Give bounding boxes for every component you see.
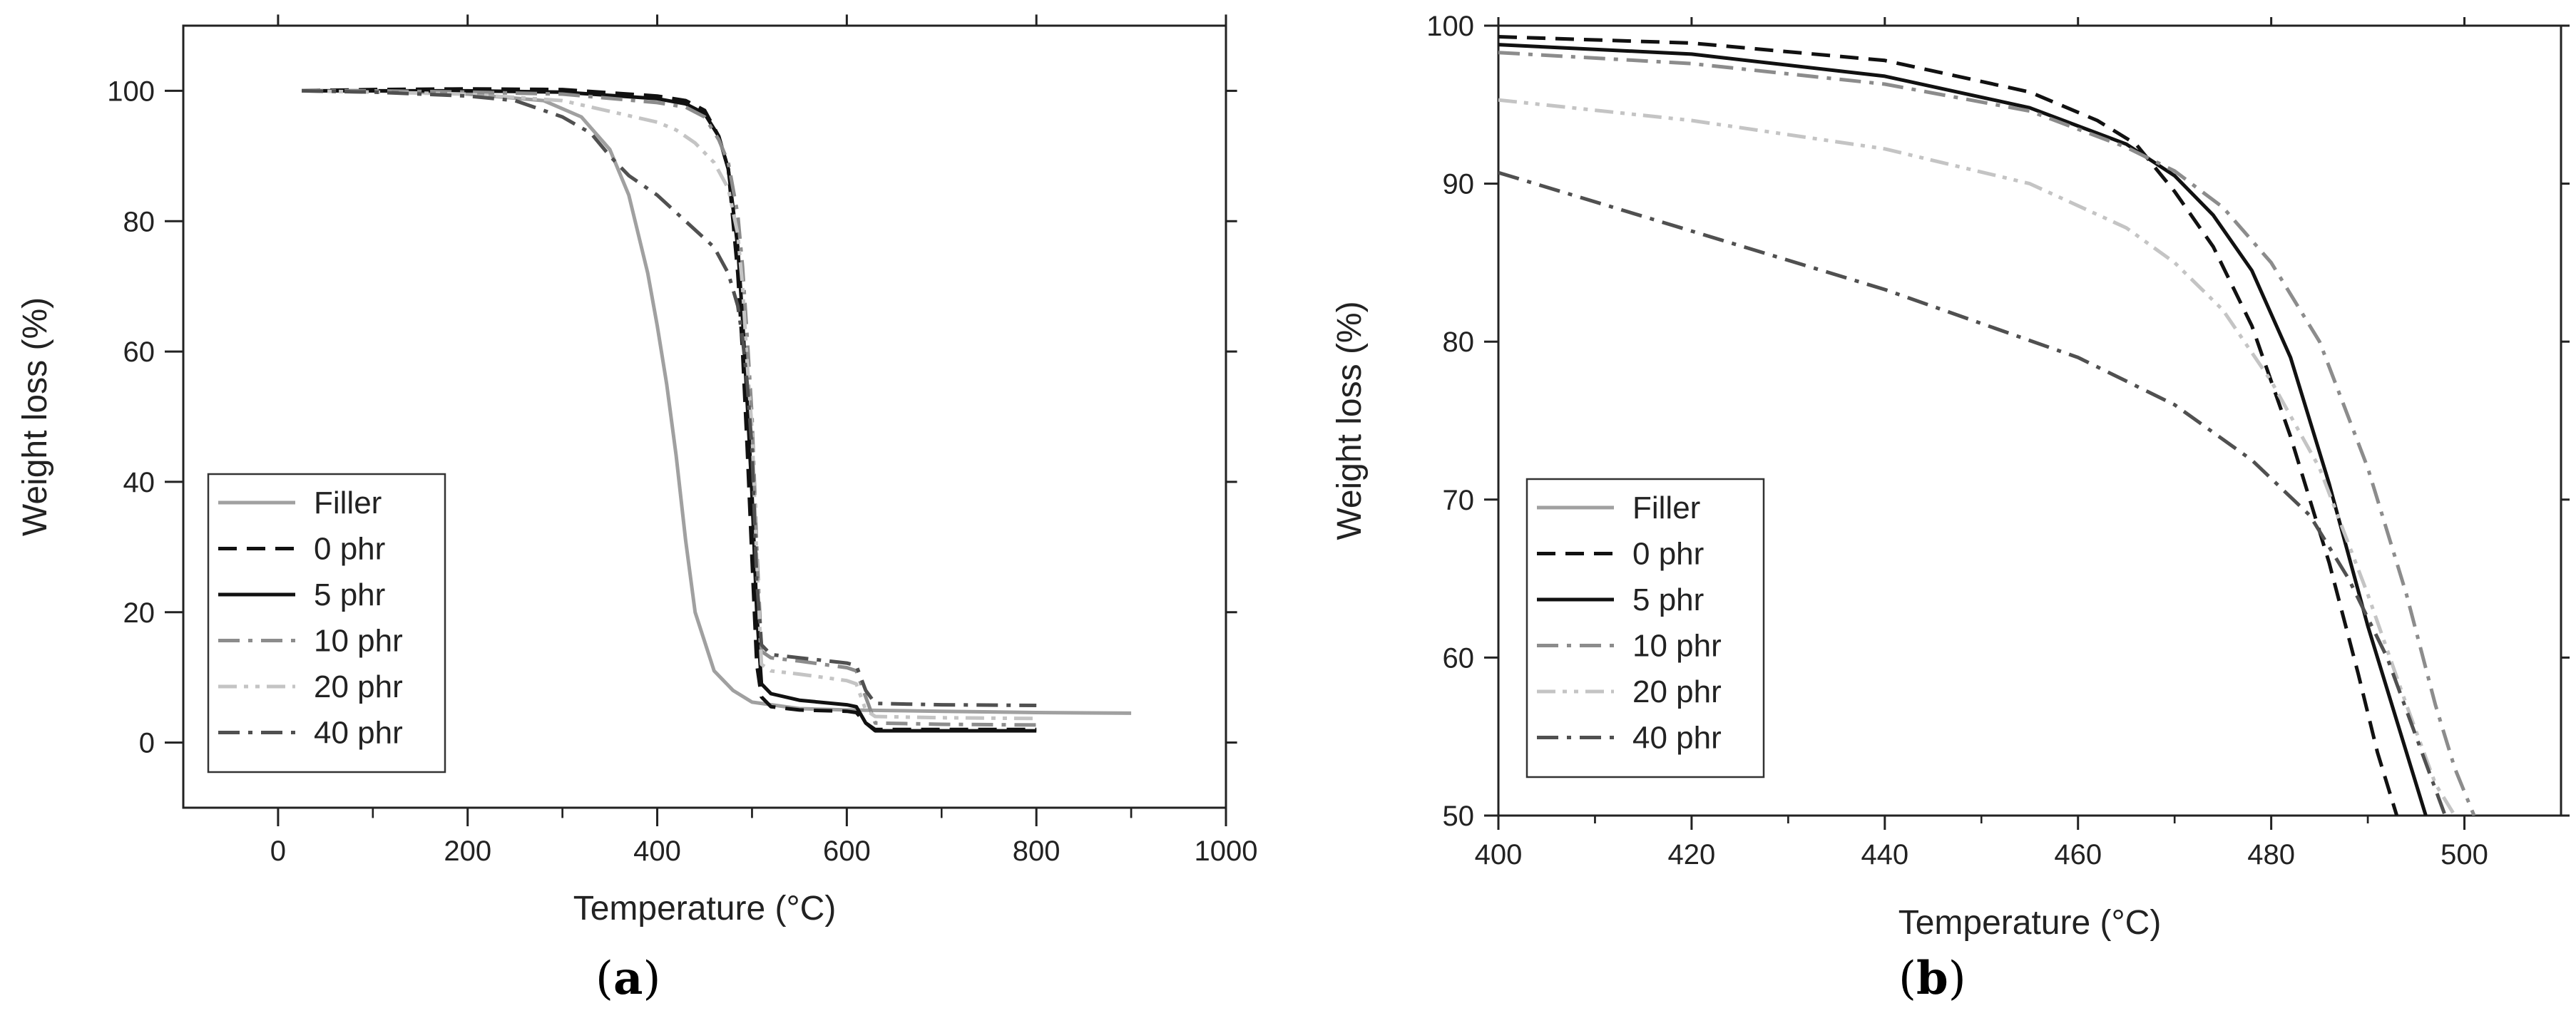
x-tick-label: 440 bbox=[1861, 839, 1908, 870]
x-axis-label: Temperature (°C) bbox=[573, 890, 837, 927]
x-tick-label: 460 bbox=[2054, 839, 2102, 870]
y-tick-label: 0 bbox=[139, 728, 155, 759]
legend-box bbox=[1525, 478, 1765, 778]
legend-label: 10 phr bbox=[1632, 629, 1722, 664]
series-group bbox=[1498, 35, 2476, 816]
y-tick-label: 80 bbox=[1443, 327, 1475, 358]
y-tick-label: 90 bbox=[1443, 169, 1475, 200]
series-group bbox=[302, 87, 1132, 733]
legend-label: 20 phr bbox=[314, 669, 403, 704]
plot-frame bbox=[1497, 24, 2562, 817]
y-tick-label: 100 bbox=[1426, 11, 1474, 42]
y-tick-label: 60 bbox=[123, 336, 155, 368]
x-tick-label: 200 bbox=[444, 836, 491, 867]
series-line-20-phr bbox=[1498, 98, 2457, 816]
legend-label: 40 phr bbox=[314, 716, 403, 751]
y-axis-label: Weight loss (%) bbox=[1331, 301, 1369, 540]
series-line-10-phr bbox=[1498, 51, 2476, 816]
y-tick-label: 70 bbox=[1443, 485, 1475, 516]
legend-label: 40 phr bbox=[1632, 721, 1722, 756]
panel-a-chart: 0 200 400 600 800 1000 0 20 40 60 80 100 Temperature… bbox=[16, 14, 1257, 927]
x-tick-label: 600 bbox=[823, 836, 871, 867]
y-tick-label: 60 bbox=[1443, 642, 1475, 674]
panel-b-chart: 400 420 440 460 480 500 50 60 70 80 90 100 Temperatu… bbox=[1331, 11, 2570, 942]
panel-a-caption-label: a bbox=[613, 952, 643, 1005]
series-line-5-phr bbox=[302, 88, 1037, 733]
legend-label: Filler bbox=[1632, 490, 1700, 525]
x-axis-label: Temperature (°C) bbox=[1898, 904, 2162, 942]
panel-b-caption: (b) bbox=[1898, 952, 1966, 1005]
series-line-40-phr bbox=[1498, 170, 2447, 816]
legend-label: 20 phr bbox=[1632, 674, 1722, 709]
x-tick-label: 800 bbox=[1013, 836, 1060, 867]
series-line-0-phr bbox=[1498, 35, 2399, 816]
x-tick-label: 480 bbox=[2247, 839, 2295, 870]
legend-label: 10 phr bbox=[314, 624, 403, 659]
x-tick-label: 0 bbox=[270, 836, 286, 867]
series-line-5-phr bbox=[1498, 43, 2428, 816]
legend-box bbox=[207, 473, 446, 774]
series-line-20-phr bbox=[302, 88, 1037, 721]
x-tick-label: 400 bbox=[633, 836, 681, 867]
legend-label: 5 phr bbox=[1632, 582, 1704, 617]
series-line-0-phr bbox=[302, 87, 1037, 731]
x-tick-label: 420 bbox=[1668, 839, 1716, 870]
panel-a-caption: (a) bbox=[596, 952, 661, 1005]
legend-label: 5 phr bbox=[314, 577, 385, 612]
y-axis-label: Weight loss (%) bbox=[16, 297, 54, 536]
legend-label: 0 phr bbox=[314, 532, 385, 567]
y-tick-label: 20 bbox=[123, 597, 155, 629]
x-tick-label: 1000 bbox=[1195, 836, 1258, 867]
y-tick-label: 50 bbox=[1443, 801, 1475, 832]
plot-frame bbox=[182, 24, 1227, 809]
legend-label: Filler bbox=[314, 485, 382, 520]
y-tick-label: 100 bbox=[107, 76, 155, 107]
panel-b-caption-label: b bbox=[1916, 952, 1948, 1005]
x-tick-label: 500 bbox=[2440, 839, 2488, 870]
series-line-40-phr bbox=[302, 88, 1037, 707]
y-tick-label: 80 bbox=[123, 206, 155, 237]
y-tick-label: 40 bbox=[123, 467, 155, 498]
x-tick-label: 400 bbox=[1475, 839, 1523, 870]
legend-label: 0 phr bbox=[1632, 537, 1704, 572]
